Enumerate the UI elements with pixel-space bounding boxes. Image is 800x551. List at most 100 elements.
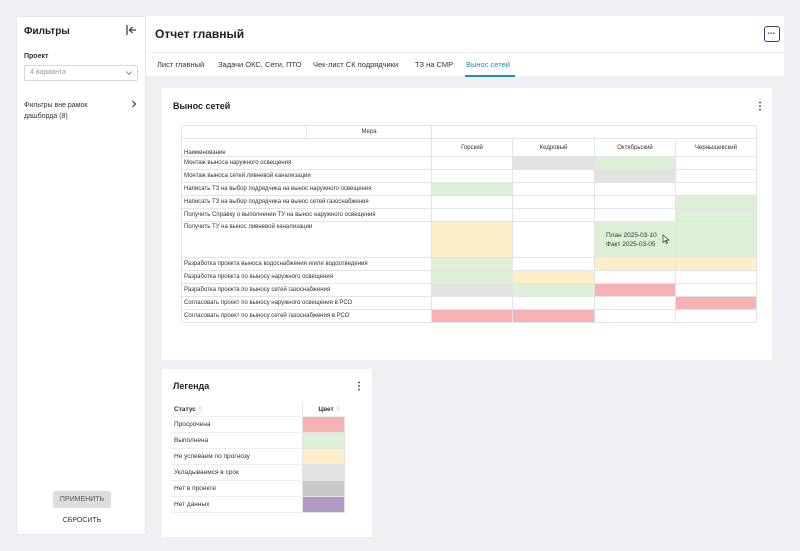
status-cell[interactable]: [594, 208, 676, 222]
status-cell[interactable]: [512, 182, 595, 196]
chevron-right-icon: [132, 100, 137, 108]
status-cell[interactable]: [594, 195, 676, 209]
status-cell[interactable]: [594, 169, 676, 183]
row-name: Согласовать проект по выносу сетей газос…: [181, 309, 432, 323]
chevron-down-icon: [126, 71, 132, 76]
row-name: Монтаж выноса наружного освещения: [181, 156, 432, 170]
page-title: Отчет главный: [155, 27, 245, 41]
status-cell[interactable]: [431, 270, 513, 284]
tab-network-relocation[interactable]: Вынос сетей: [466, 60, 510, 69]
card-menu-icon[interactable]: [758, 101, 762, 111]
tab-tz-smr[interactable]: ТЗ на СМР: [415, 60, 454, 69]
row-name: Написать ТЗ на выбор подрядчика на вынос…: [181, 195, 432, 209]
legend-status-label: Выполнена: [171, 432, 302, 449]
status-cell[interactable]: [431, 208, 513, 222]
color-column-header[interactable]: Цвет ⇳: [301, 402, 344, 417]
status-cell[interactable]: [512, 296, 595, 310]
table-row: Разработка проекта выноса водоснабжения …: [181, 257, 757, 271]
status-cell[interactable]: [512, 270, 595, 284]
status-cell[interactable]: [512, 156, 595, 170]
legend-row: Нет в проекте: [171, 479, 345, 497]
status-cell[interactable]: [675, 296, 757, 310]
project-select-value: 4 варианта: [30, 69, 66, 76]
project-select[interactable]: 4 варианта: [24, 65, 138, 81]
status-cell[interactable]: [594, 283, 676, 297]
legend-menu-icon[interactable]: [357, 381, 361, 391]
network-relocation-card: Вынос сетей Мера Наименование Горский Ке…: [162, 88, 772, 360]
status-cell[interactable]: [431, 195, 513, 209]
measure-header-fill: [431, 125, 757, 139]
status-cell[interactable]: [512, 221, 595, 258]
table-row: Согласовать проект по выносу наружного о…: [181, 296, 757, 310]
legend-color-swatch: [301, 495, 345, 513]
table-row: Разработка проекта по выносу сетей газос…: [181, 283, 757, 297]
row-name: Написать ТЗ на выбор подрядчика на вынос…: [181, 182, 432, 196]
status-cell[interactable]: [594, 182, 676, 196]
status-cell[interactable]: [675, 221, 757, 258]
status-cell[interactable]: [431, 169, 513, 183]
status-cell[interactable]: [675, 156, 757, 170]
status-cell[interactable]: [675, 208, 757, 222]
status-header-label: Статус: [174, 405, 196, 413]
outside-filters-label: Фильтры вне рамок дашборда (8): [24, 102, 88, 120]
status-cell[interactable]: [675, 195, 757, 209]
status-cell[interactable]: [431, 221, 513, 258]
status-cell[interactable]: [675, 270, 757, 284]
row-name: Разработка проекта по выносу сетей газос…: [181, 283, 432, 297]
status-cell[interactable]: [594, 257, 676, 271]
row-name: Получить Справку о выполнении ТУ на выно…: [181, 208, 432, 222]
status-cell[interactable]: [512, 169, 595, 183]
reset-button[interactable]: СБРОСИТЬ: [62, 517, 102, 524]
column-header: Чернышевский: [675, 138, 757, 157]
more-options-button[interactable]: [764, 26, 780, 42]
status-cell[interactable]: [431, 156, 513, 170]
legend-color-swatch: [301, 415, 345, 433]
status-cell[interactable]: [594, 156, 676, 170]
card-title: Вынос сетей: [173, 101, 231, 111]
status-cell[interactable]: [431, 309, 513, 323]
collapse-sidebar-icon[interactable]: [125, 24, 137, 36]
tab-main[interactable]: Лист главный: [157, 60, 205, 69]
status-cell[interactable]: [675, 169, 757, 183]
status-cell[interactable]: [431, 182, 513, 196]
outside-filters-link[interactable]: Фильтры вне рамок дашборда (8): [24, 100, 138, 122]
legend-row: Укладываемся в срок: [171, 463, 345, 481]
status-cell[interactable]: [594, 221, 676, 258]
status-cell[interactable]: [431, 283, 513, 297]
cell-tooltip: План 2025-03-10 Факт 2025-03-05: [606, 231, 657, 249]
legend-status-label: Просрочена: [171, 416, 302, 433]
status-cell[interactable]: [594, 270, 676, 284]
legend-status-label: Нет данных: [171, 496, 302, 513]
sidebar-title: Фильтры: [24, 26, 70, 37]
status-cell[interactable]: [431, 257, 513, 271]
status-cell[interactable]: [512, 195, 595, 209]
status-cell[interactable]: [675, 182, 757, 196]
legend-color-swatch: [301, 431, 345, 449]
apply-button[interactable]: ПРИМЕНИТЬ: [53, 491, 111, 508]
status-cell[interactable]: [675, 309, 757, 323]
row-name: Разработка проекта по выносу наружного о…: [181, 270, 432, 284]
status-cell[interactable]: [512, 283, 595, 297]
status-cell[interactable]: [675, 257, 757, 271]
status-cell[interactable]: [512, 208, 595, 222]
status-cell[interactable]: [675, 283, 757, 297]
status-cell[interactable]: [431, 296, 513, 310]
tab-checklist[interactable]: Чек-лист СК подрядчики: [313, 60, 399, 69]
report-header: Отчет главный Лист главный Задачи ОКС, С…: [146, 16, 784, 77]
tab-tasks[interactable]: Задачи ОКС, Сети, ПТО: [218, 60, 302, 69]
active-tab-indicator: [465, 75, 515, 77]
status-cell[interactable]: [594, 309, 676, 323]
column-header: Октябрьский: [594, 138, 676, 157]
status-cell[interactable]: [512, 257, 595, 271]
row-name: Согласовать проект по выносу наружного о…: [181, 296, 432, 310]
legend-table: Статус ⇳ Цвет ⇳ Просрочена Выполнена Не ус…: [171, 402, 345, 513]
status-cell[interactable]: [512, 309, 595, 323]
status-column-header[interactable]: Статус ⇳: [171, 402, 302, 417]
tooltip-fact: Факт 2025-03-05: [606, 241, 656, 248]
status-cell[interactable]: [594, 296, 676, 310]
legend-status-label: Нет в проекте: [171, 480, 302, 497]
legend-color-swatch: [301, 447, 345, 465]
status-matrix: Мера Наименование Горский Кедровый Октяб…: [181, 125, 757, 323]
row-name: Монтаж выноса сетей ливневой канализации: [181, 169, 432, 183]
measure-header: Мера: [306, 125, 432, 139]
